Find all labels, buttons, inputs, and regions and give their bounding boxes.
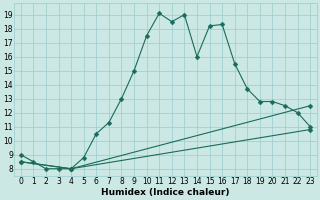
X-axis label: Humidex (Indice chaleur): Humidex (Indice chaleur) (101, 188, 230, 197)
